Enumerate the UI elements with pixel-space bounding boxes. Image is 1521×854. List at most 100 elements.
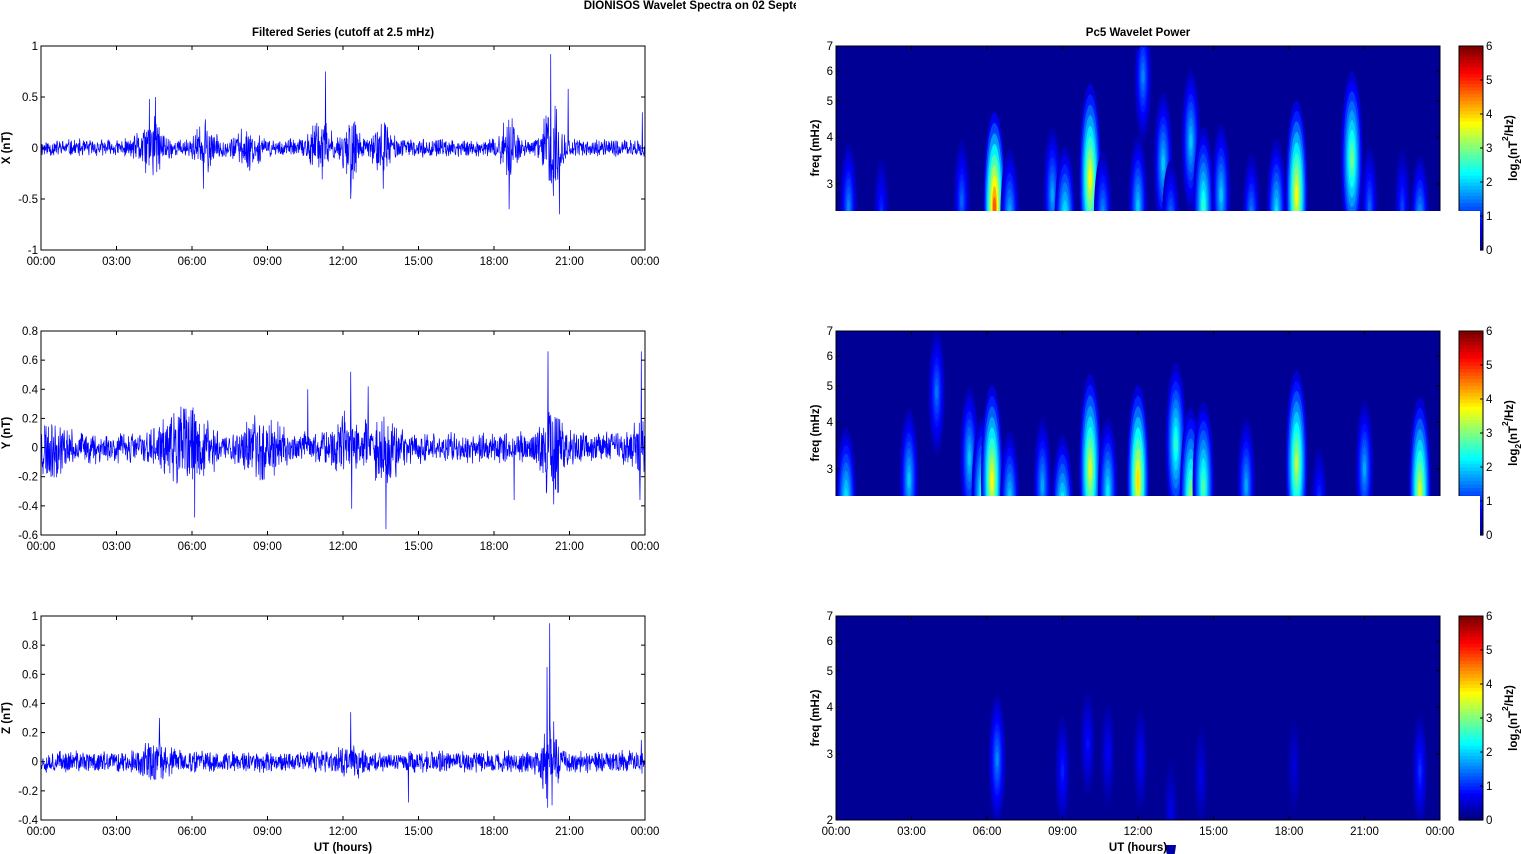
colorbar-step [1459, 97, 1483, 101]
colorbar-step [1459, 436, 1483, 441]
colorbar-step [1459, 636, 1483, 641]
y-tick-label: 4 [827, 417, 834, 429]
colorbar-step [1459, 460, 1483, 465]
colorbar-step [1459, 769, 1483, 773]
colorbar-step [1459, 656, 1483, 661]
colorbar-tick-label: 5 [1486, 645, 1492, 657]
colorbar-step [1459, 816, 1483, 821]
colorbar-step [1459, 738, 1483, 743]
colorbar-step [1459, 348, 1483, 352]
x-tick-label: 21:00 [555, 256, 584, 268]
colorbar-step [1459, 80, 1483, 84]
x-tick-label: 06:00 [178, 541, 207, 553]
x-tick-label: 21:00 [1350, 826, 1379, 838]
colorbar-step [1459, 127, 1483, 132]
colorbar-step [1459, 470, 1483, 475]
colorbar-step [1459, 395, 1483, 400]
y-tick-label: 0.8 [22, 640, 38, 652]
colorbar-step [1459, 765, 1483, 770]
x-tick-label: 18:00 [480, 826, 509, 838]
wavelet-power-blob [990, 469, 994, 491]
colorbar-step [1459, 667, 1483, 671]
y-axis-label: X (nT) [1, 132, 13, 165]
colorbar-step [1459, 354, 1483, 359]
y-tick-label: 4 [827, 132, 834, 144]
colorbar-tick-label: 4 [1486, 679, 1493, 691]
colorbar-step [1459, 806, 1483, 811]
x-tick-label: 12:00 [329, 256, 358, 268]
x-tick-label: 00:00 [27, 541, 56, 553]
colorbar-tick-label: 6 [1486, 611, 1492, 623]
colorbar-label-end: /Hz) [1504, 685, 1516, 706]
x-tick-label: 00:00 [631, 541, 660, 553]
series-plot-y: -0.6 -0.4 -0.2 0 0.2 0.4 0.6 0.8 Y (nT) [1, 326, 646, 542]
series-plot-z: -0.4 -0.2 0 0.2 0.4 0.6 0.8 1 Z (nT) UT (hours) [1, 611, 646, 854]
wavelet-power-blob [1161, 155, 1165, 172]
colorbar-step [1459, 796, 1483, 801]
colorbar-step [1459, 134, 1483, 139]
y-tick-label: -0.4 [18, 815, 38, 827]
colorbar-step [1459, 137, 1483, 142]
colorbar-step [1459, 633, 1483, 637]
colorbar-step [1459, 792, 1483, 797]
wavelet-power-blob [1138, 753, 1143, 766]
colorbar-step [1459, 341, 1483, 346]
colorbar-step [1459, 178, 1483, 183]
colorbar-tick-label: 4 [1486, 394, 1493, 406]
y-tick-label: 3 [827, 179, 833, 191]
series-trace-x [40, 54, 646, 215]
y-tick-label: 2 [827, 815, 833, 827]
x-tick-label: 12:00 [1124, 826, 1153, 838]
x-tick-label: 18:00 [1275, 826, 1304, 838]
colorbar-step [1459, 56, 1483, 61]
colorbar-tick-label: 2 [1486, 747, 1492, 759]
colorbar-tick-label: 3 [1486, 713, 1492, 725]
clip-mask-top [796, 0, 1480, 46]
x-tick-label: 03:00 [102, 256, 131, 268]
wavelet-power-blob [967, 450, 972, 467]
x-tick-label: 15:00 [404, 541, 433, 553]
colorbar-step [1459, 182, 1483, 186]
colorbar-step [1459, 480, 1483, 485]
colorbar-step [1459, 409, 1483, 414]
wavelet-power-blob [1174, 434, 1178, 453]
colorbar-step [1459, 799, 1483, 804]
x-tick-label: 03:00 [102, 541, 131, 553]
colorbar-step [1459, 76, 1483, 81]
colorbar-step [1459, 361, 1483, 366]
colorbar-step [1459, 433, 1483, 437]
series-trace-y [40, 351, 646, 530]
y-axis-label: freq (mHz) [810, 119, 822, 176]
y-tick-label: 3 [827, 464, 833, 476]
x-tick-label: 21:00 [555, 826, 584, 838]
colorbar-step [1459, 639, 1483, 644]
wavelet-power-blob [1418, 764, 1422, 778]
y-tick-label: 0.8 [22, 326, 38, 338]
x-tick-label: 15:00 [404, 826, 433, 838]
y-tick-label: 0.6 [22, 355, 38, 367]
colorbar-step [1459, 426, 1483, 431]
colorbar-step [1459, 626, 1483, 631]
x-tick-label: 03:00 [897, 826, 926, 838]
colorbar-step [1459, 650, 1483, 654]
wavelet-power-blob [1292, 759, 1296, 771]
colorbar-step [1459, 144, 1483, 149]
x-tick-label: 09:00 [1048, 826, 1077, 838]
x-tick-label: 00:00 [631, 826, 660, 838]
colorbar-step [1459, 772, 1483, 777]
colorbar-step [1459, 741, 1483, 746]
colorbar-label-sub: 2 [1513, 159, 1521, 164]
colorbar-step [1459, 337, 1483, 342]
y-tick-label: 6 [827, 66, 833, 78]
series-trace-z [40, 623, 646, 808]
colorbar-step [1459, 467, 1483, 471]
colorbar-step [1459, 402, 1483, 407]
y-tick-label: -0.2 [18, 472, 38, 484]
y-tick-label: 6 [827, 351, 833, 363]
y-tick-label: 6 [827, 636, 833, 648]
colorbar-step [1459, 385, 1483, 390]
y-tick-label: 5 [827, 666, 833, 678]
colorbar-step [1459, 114, 1483, 118]
colorbar-step [1459, 429, 1483, 434]
colorbar-step [1459, 365, 1483, 369]
